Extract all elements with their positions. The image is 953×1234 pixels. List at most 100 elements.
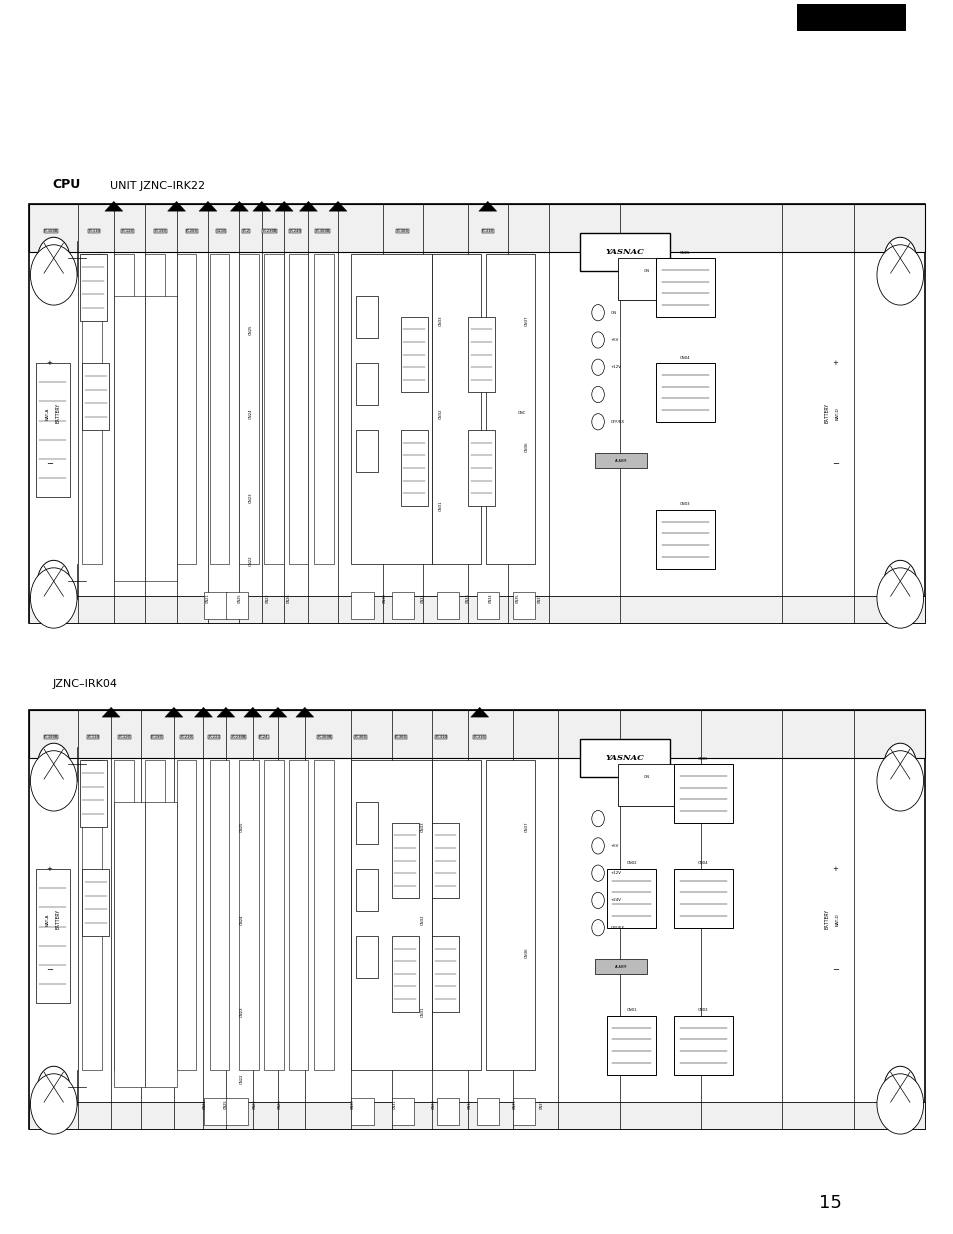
Bar xyxy=(432,937,458,1012)
Bar xyxy=(210,254,230,564)
Circle shape xyxy=(591,413,603,429)
Text: FC120: FC120 xyxy=(121,228,133,233)
Bar xyxy=(29,1102,924,1129)
Polygon shape xyxy=(244,707,261,717)
Text: +24V: +24V xyxy=(610,898,620,902)
Text: CN32: CN32 xyxy=(438,408,442,418)
Text: BAT-A: BAT-A xyxy=(46,407,50,420)
Text: CN24: CN24 xyxy=(249,408,253,418)
Text: CN26: CN26 xyxy=(277,1099,281,1108)
Text: CN33: CN33 xyxy=(466,594,470,602)
Bar xyxy=(656,510,714,569)
Bar xyxy=(239,254,259,564)
Text: CN34: CN34 xyxy=(467,1099,472,1108)
Text: ALARM: ALARM xyxy=(615,459,627,463)
Bar xyxy=(36,363,70,497)
Bar xyxy=(314,254,334,564)
Text: FC110: FC110 xyxy=(87,734,99,739)
Bar xyxy=(355,937,378,979)
Bar xyxy=(618,764,676,806)
Bar xyxy=(113,254,133,564)
Bar xyxy=(595,959,647,974)
Text: +12V: +12V xyxy=(610,365,620,369)
Text: C210: C210 xyxy=(216,228,226,233)
Circle shape xyxy=(876,1074,923,1134)
Circle shape xyxy=(876,244,923,305)
Text: CN01: CN01 xyxy=(626,1008,637,1012)
Text: CN34: CN34 xyxy=(488,594,492,602)
Bar xyxy=(113,802,145,1087)
Bar xyxy=(468,431,495,506)
Bar xyxy=(436,592,458,619)
Text: CN36: CN36 xyxy=(524,442,528,452)
Polygon shape xyxy=(269,707,287,717)
Bar xyxy=(264,760,284,1070)
Text: CN02: CN02 xyxy=(626,861,637,865)
Bar xyxy=(595,453,647,468)
Polygon shape xyxy=(329,201,347,211)
Text: CN37: CN37 xyxy=(537,594,541,602)
Text: CN25: CN25 xyxy=(240,822,244,832)
Bar xyxy=(82,869,110,937)
Bar xyxy=(29,204,924,623)
Polygon shape xyxy=(216,707,234,717)
Text: CN05: CN05 xyxy=(698,756,708,760)
Bar xyxy=(674,1016,732,1075)
Bar xyxy=(113,760,133,1070)
Polygon shape xyxy=(165,707,183,717)
Circle shape xyxy=(591,838,603,854)
Circle shape xyxy=(883,1066,916,1108)
Circle shape xyxy=(883,743,916,785)
Circle shape xyxy=(591,332,603,348)
Bar xyxy=(400,317,427,392)
Text: CN33: CN33 xyxy=(438,316,442,327)
Bar xyxy=(204,592,227,619)
Text: CN26: CN26 xyxy=(287,594,291,602)
Bar xyxy=(239,760,259,1070)
Circle shape xyxy=(591,811,603,827)
Bar xyxy=(226,592,248,619)
Text: FC190: FC190 xyxy=(151,734,163,739)
Circle shape xyxy=(876,568,923,628)
Bar xyxy=(656,258,714,317)
Circle shape xyxy=(591,359,603,375)
Text: CN21: CN21 xyxy=(206,594,210,602)
Text: CN21: CN21 xyxy=(202,1099,206,1108)
Circle shape xyxy=(30,568,77,628)
Circle shape xyxy=(883,237,916,279)
Text: +: + xyxy=(832,866,838,872)
Text: +5V: +5V xyxy=(610,844,618,848)
Bar xyxy=(606,1016,656,1075)
Text: FC310: FC310 xyxy=(435,734,447,739)
Bar xyxy=(145,802,176,1087)
Bar xyxy=(618,258,676,300)
Polygon shape xyxy=(105,201,123,211)
Bar xyxy=(351,1098,374,1125)
Circle shape xyxy=(591,305,603,321)
Text: CN04: CN04 xyxy=(679,355,690,359)
Text: CN03: CN03 xyxy=(698,1008,708,1012)
Text: CN25: CN25 xyxy=(224,1099,228,1108)
Text: YASNAC: YASNAC xyxy=(605,754,643,761)
Text: FC110: FC110 xyxy=(88,228,100,233)
Bar xyxy=(80,254,107,321)
Bar xyxy=(176,760,196,1070)
Circle shape xyxy=(591,892,603,908)
Bar xyxy=(485,254,535,564)
Text: ALARM: ALARM xyxy=(615,965,627,969)
Text: CNC: CNC xyxy=(517,411,525,416)
Bar xyxy=(264,254,284,564)
Bar xyxy=(80,760,107,827)
Text: BATTERY: BATTERY xyxy=(55,909,61,929)
Text: FC24: FC24 xyxy=(258,734,268,739)
Text: +12V: +12V xyxy=(610,871,620,875)
Text: FC200: FC200 xyxy=(186,228,197,233)
Text: CN30: CN30 xyxy=(382,594,386,602)
Text: CN31: CN31 xyxy=(421,1006,425,1017)
Text: ON: ON xyxy=(610,311,616,315)
Text: CN33: CN33 xyxy=(432,1099,436,1108)
Bar xyxy=(579,233,669,270)
Circle shape xyxy=(883,560,916,602)
Text: FC230B: FC230B xyxy=(262,228,276,233)
Text: CN24: CN24 xyxy=(240,914,244,924)
